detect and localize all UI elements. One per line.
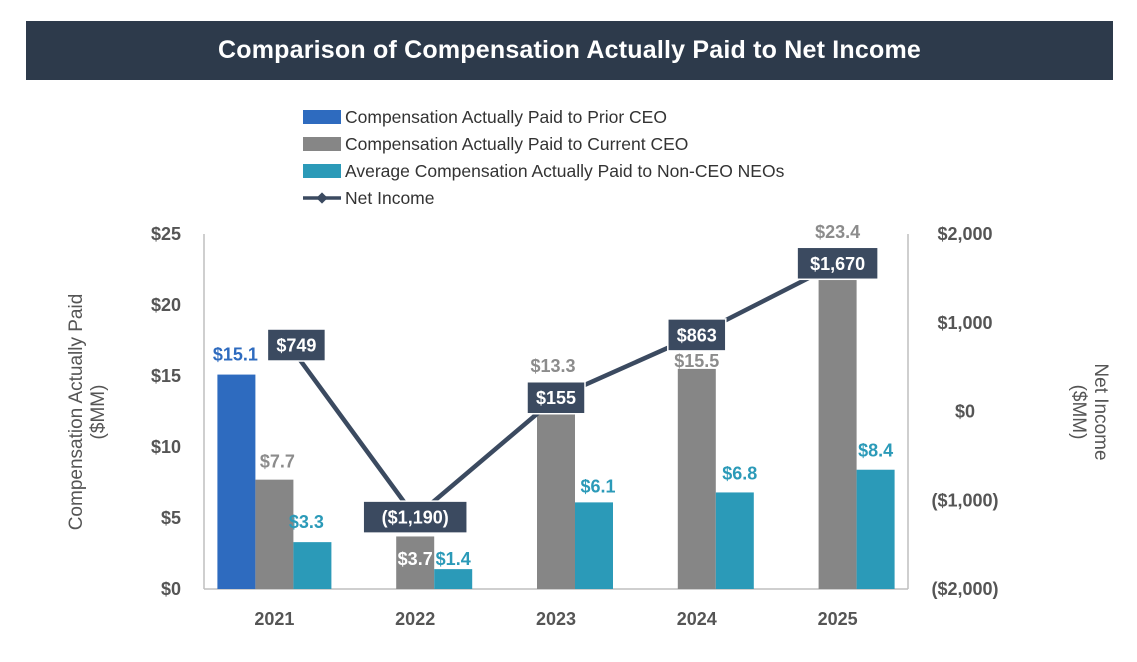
y-axis-title-line: ($MM): [88, 385, 109, 440]
bar-value-label: $8.4: [858, 441, 893, 461]
net-income-label-box: [266, 328, 327, 362]
net-income-label-box: [796, 246, 879, 281]
legend-marker: [316, 192, 328, 204]
y2-tick-label: $1,000: [937, 313, 992, 333]
bar-value-label: $15.1: [213, 345, 258, 365]
y-tick-label: $0: [161, 579, 181, 599]
bar: [818, 256, 857, 589]
y-tick-label: $15: [151, 366, 181, 386]
x-tick-label: 2021: [254, 609, 294, 629]
y-axis-title: Compensation Actually Paid($MM): [66, 294, 109, 531]
bar: [293, 542, 332, 589]
bar: [537, 400, 575, 589]
bar-value-label: $3.7: [398, 549, 433, 569]
legend-label: Net Income: [345, 188, 434, 208]
y-tick-label: $25: [151, 224, 181, 244]
x-tick-label: 2022: [395, 609, 435, 629]
bar: [575, 502, 613, 589]
bar: [856, 469, 895, 589]
net-income-label: $1,670: [810, 254, 865, 274]
bar: [715, 492, 754, 589]
y-axis-title-line: Compensation Actually Paid: [66, 294, 87, 531]
y-tick-label: $20: [151, 295, 181, 315]
bar-value-label: $23.4: [815, 222, 860, 242]
y2-tick-label: ($1,000): [931, 490, 998, 510]
legend-label: Average Compensation Actually Paid to No…: [345, 161, 785, 181]
net-income-label-box: [667, 318, 727, 352]
net-income-label: ($1,190): [382, 508, 449, 528]
net-income-label: $749: [276, 336, 316, 356]
y2-tick-label: $0: [955, 402, 975, 422]
y2-tick-label: $2,000: [937, 224, 992, 244]
y2-tick-label: ($2,000): [931, 579, 998, 599]
chart-title: Comparison of Compensation Actually Paid…: [26, 21, 1113, 80]
bar-value-label: $1.4: [436, 549, 471, 569]
bar-value-label: $7.7: [260, 452, 295, 472]
y2-axis-title: Net Income($MM): [1068, 363, 1111, 460]
y-tick-label: $10: [151, 437, 181, 457]
legend-label: Compensation Actually Paid to Prior CEO: [345, 107, 667, 127]
bar: [434, 569, 473, 589]
x-tick-label: 2025: [818, 609, 858, 629]
net-income-label-box: [362, 500, 468, 534]
bar-value-label: $6.1: [580, 476, 615, 496]
y2-axis-title-line: Net Income: [1090, 363, 1111, 460]
net-income-label: $155: [536, 388, 576, 408]
legend-label: Compensation Actually Paid to Current CE…: [345, 134, 688, 154]
x-tick-label: 2024: [677, 609, 717, 629]
bar-value-label: $6.8: [722, 463, 757, 483]
bar: [255, 479, 294, 589]
y2-axis-title-line: ($MM): [1068, 385, 1089, 440]
bar: [217, 374, 256, 589]
bar-value-label: $13.3: [530, 356, 575, 376]
bar-value-label: $3.3: [289, 512, 324, 532]
net-income-label-box: [526, 380, 586, 415]
bar: [677, 368, 716, 589]
x-tick-label: 2023: [536, 609, 576, 629]
bar-value-label: $15.5: [674, 351, 719, 371]
y-tick-label: $5: [161, 508, 181, 528]
legend-swatch: [303, 137, 341, 151]
bar: [396, 536, 435, 589]
legend-swatch: [303, 110, 341, 124]
net-income-label: $863: [677, 325, 717, 345]
legend-swatch: [303, 164, 341, 178]
